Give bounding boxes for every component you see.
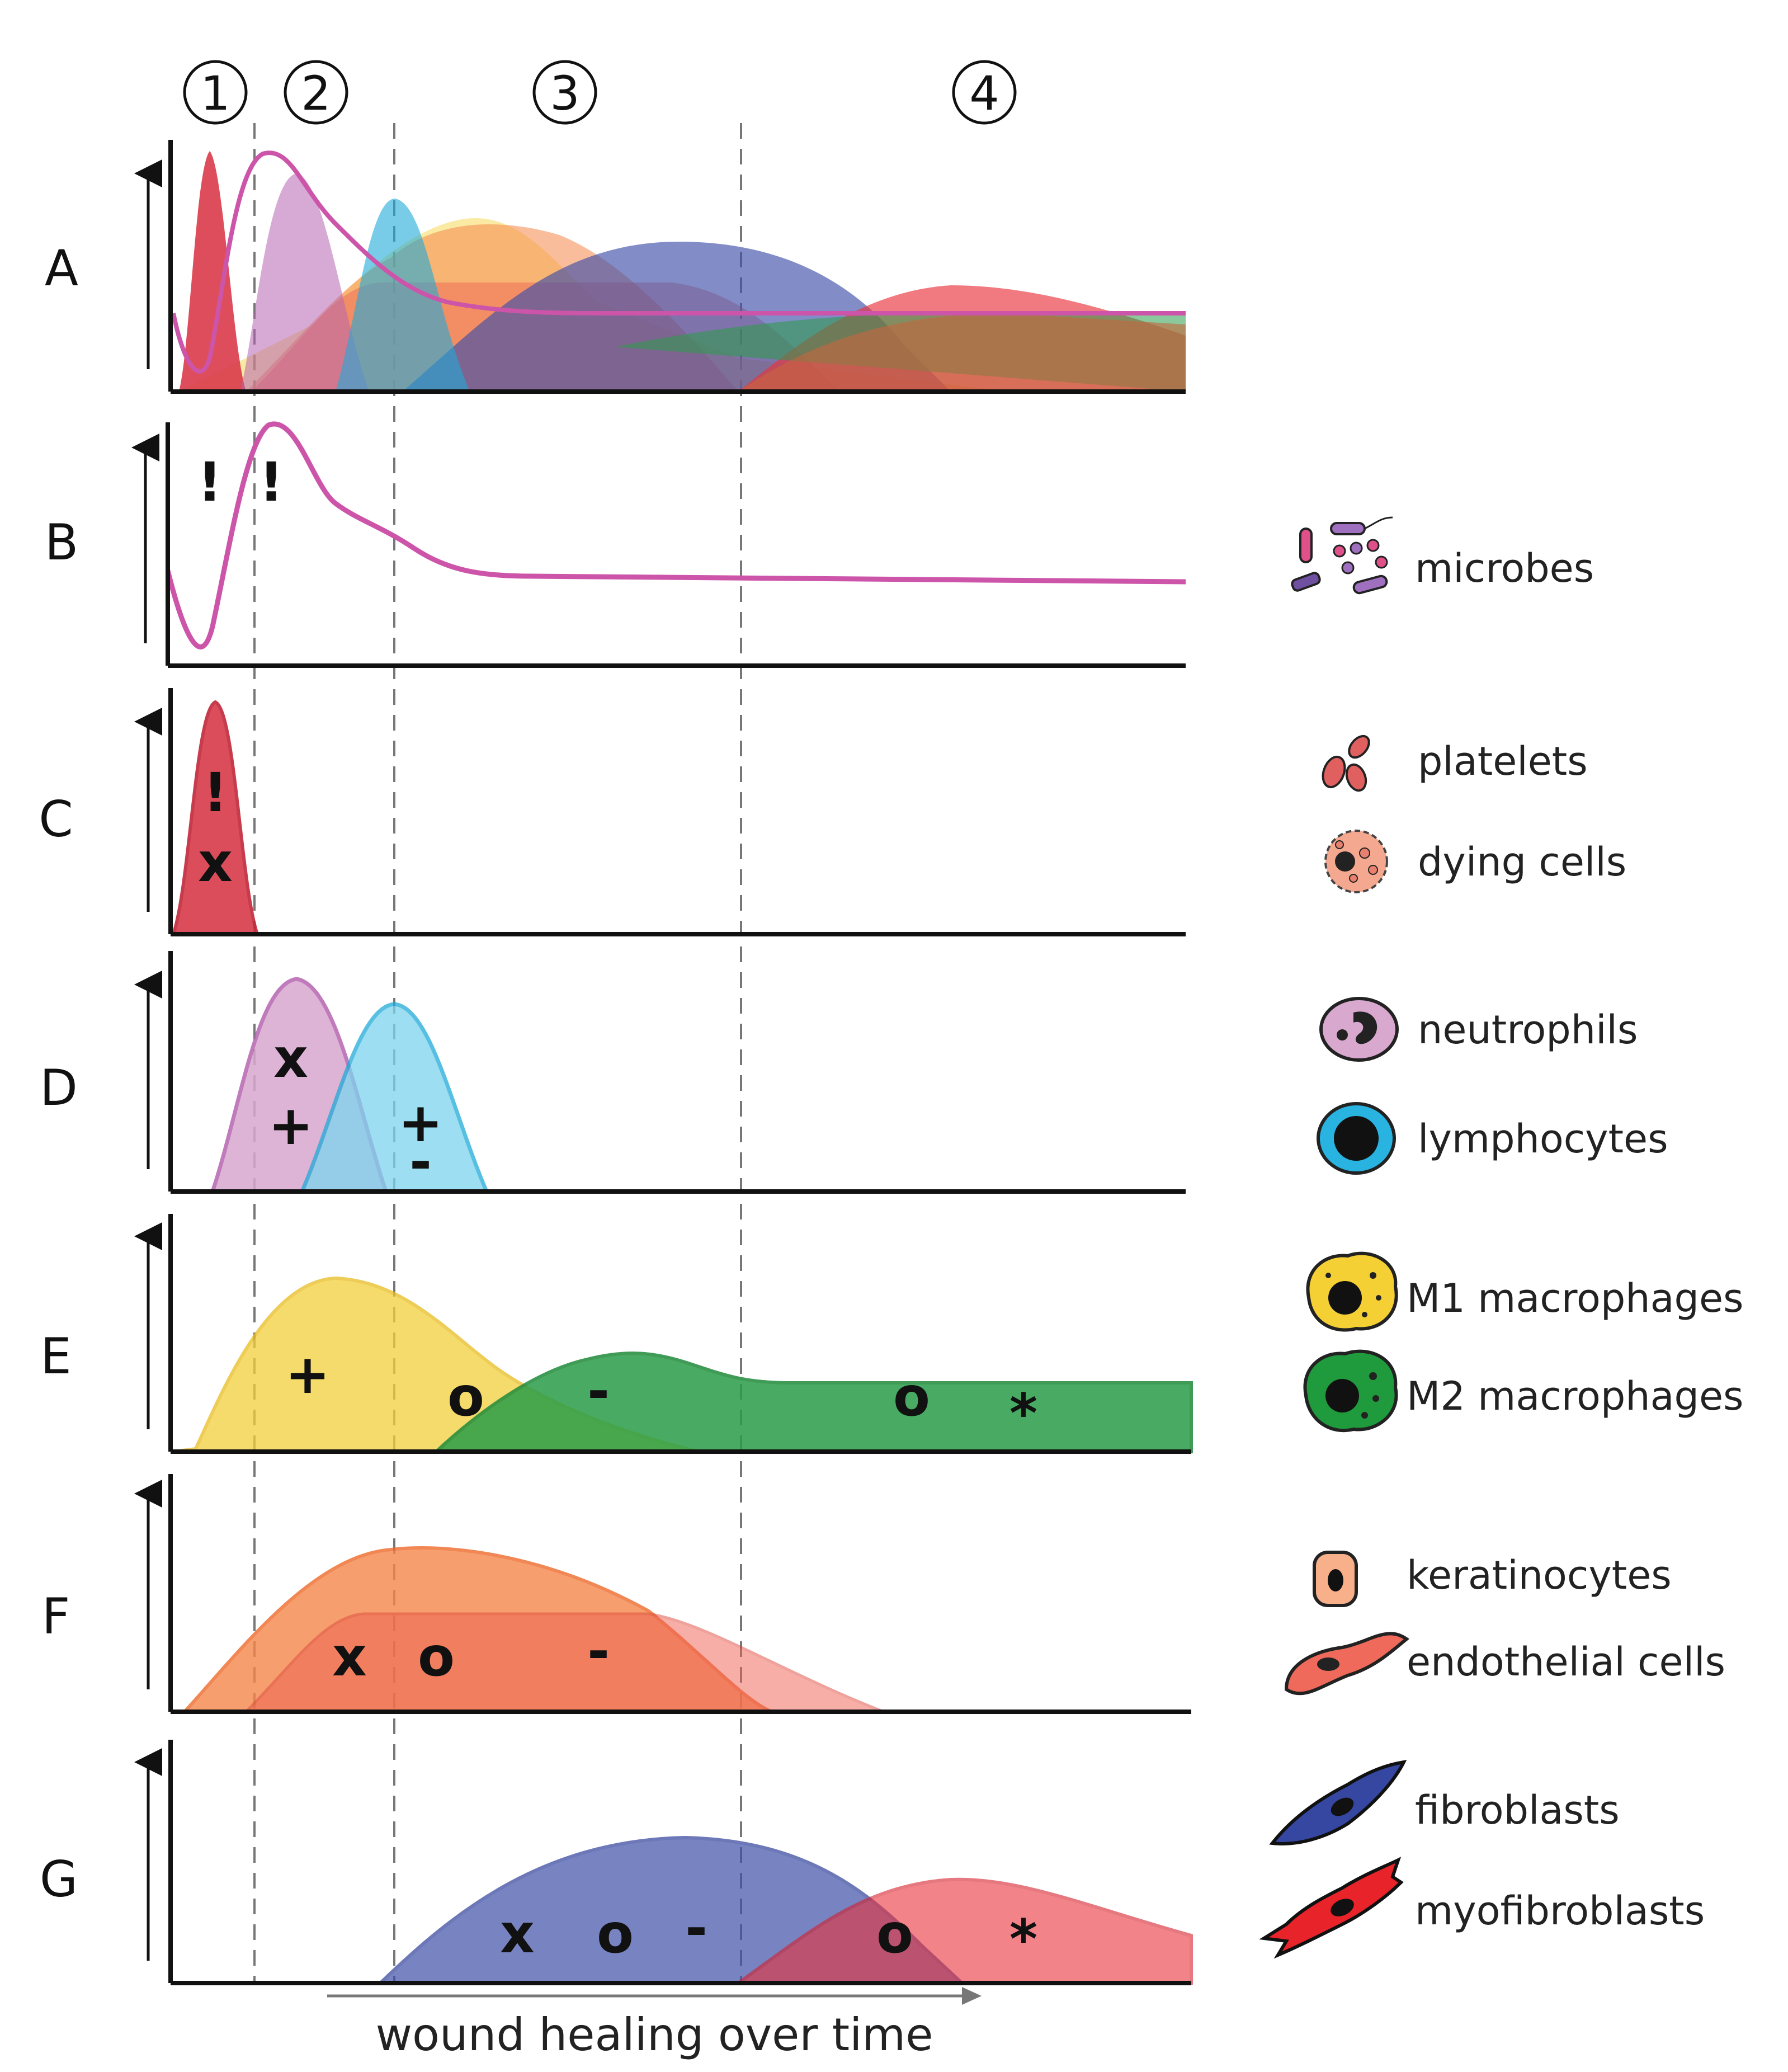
keratinocyte-icon [1313,1551,1358,1607]
dying-cells-icon [1324,830,1388,893]
mark-e-2: o [447,1365,484,1428]
mark-d-2: + [268,1094,313,1157]
row-letter-b: B [45,514,78,571]
mark-f-2: o [418,1626,455,1688]
row-letter-c: C [39,790,73,848]
endothelial-cell-icon [1284,1632,1409,1696]
legend-fibroblasts: fibroblasts [1415,1787,1620,1833]
mark-g-2: o [597,1903,634,1965]
legend-endothelial-cells: endothelial cells [1407,1639,1725,1685]
phase-3-circle [532,60,597,125]
x-axis-caption: wound healing over time [327,1987,982,2061]
phase-3-label: 3 [550,66,579,121]
mark-g-3: - [685,1897,707,1960]
phase-labels: 1 2 3 4 [183,60,1017,125]
mark-e-1: + [285,1343,330,1406]
lymphocytes-curve [299,1002,490,1194]
myofibroblast-icon [1259,1857,1404,1959]
endothelial-cells-curve [242,1612,884,1713]
m1-macrophage-icon [1306,1251,1398,1332]
mark-b-2: ! [259,451,284,514]
phase-4-label: 4 [969,66,999,121]
fibroblast-icon [1269,1760,1407,1845]
platelets-icon [1322,734,1370,792]
mark-f-3: - [587,1620,610,1683]
microbes-icon [1291,516,1393,595]
mark-d-1: x [273,1027,308,1090]
legend: microbes platelets dying cells neutrophi… [1259,516,1744,1959]
legend-lymphocytes: lymphocytes [1418,1116,1668,1162]
legend-m1-macrophages: M1 macrophages [1407,1275,1744,1321]
legend-microbes: microbes [1415,545,1594,591]
mark-c-1: ! [203,761,228,824]
mark-e-5: * [1009,1382,1037,1445]
legend-keratinocytes: keratinocytes [1407,1552,1672,1598]
mark-g-5: * [1009,1908,1037,1971]
m2-macrophage-icon [1303,1349,1398,1433]
mark-d-4: - [409,1131,432,1193]
legend-m2-macrophages: M2 macrophages [1407,1373,1744,1419]
mark-b-1: ! [197,451,222,514]
mark-e-4: o [893,1365,930,1428]
m2-macrophages-curve [432,1351,1193,1453]
x-axis-label: wound healing over time [376,2009,933,2061]
legend-dying-cells: dying cells [1418,839,1626,885]
row-letter-d: D [40,1059,78,1117]
phase-1-label: 1 [200,66,230,121]
row-e: E + o - o * [40,1214,1193,1454]
mark-d-3: + [398,1091,443,1154]
mark-g-4: o [876,1903,913,1965]
mark-g-1: x [500,1903,535,1965]
lymphocyte-icon [1317,1102,1396,1175]
row-a: A [45,140,1186,394]
row-c: C ! x [39,688,1186,936]
phase-1-circle [183,60,248,125]
legend-neutrophils: neutrophils [1418,1007,1638,1053]
mark-c-2: x [198,831,233,894]
row-f: F x o - [42,1474,1191,1714]
row-letter-f: F [42,1588,70,1645]
row-letter-a: A [45,239,78,297]
row-letter-g: G [40,1850,78,1908]
legend-platelets: platelets [1418,738,1588,784]
mark-e-3: - [587,1360,610,1423]
neutrophil-icon [1319,997,1399,1062]
phase-2-circle [284,60,348,125]
row-b: B ! ! [45,421,1186,668]
legend-myofibroblasts: myofibroblasts [1415,1888,1705,1934]
row-g: G x o - o * [40,1740,1193,1985]
row-d: D x + + - [40,951,1186,1194]
mark-f-1: x [332,1626,367,1688]
platelets-curve [171,700,260,936]
myofibroblasts-curve [733,1877,1193,1985]
phase-4-circle [952,60,1017,125]
row-letter-e: E [40,1327,72,1385]
phase-2-label: 2 [301,66,331,121]
microbes-curve [165,421,1186,649]
